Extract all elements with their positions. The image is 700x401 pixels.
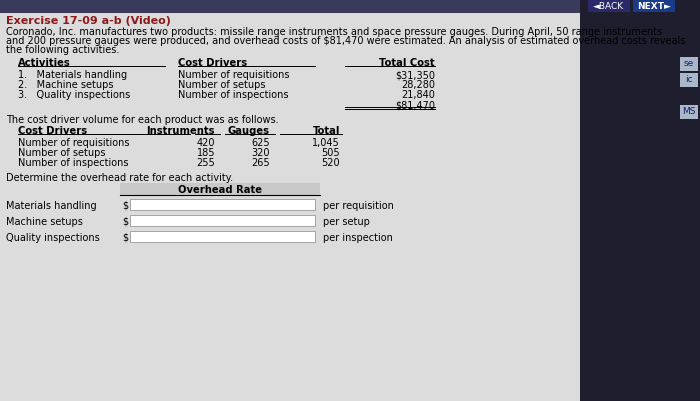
Text: ic: ic bbox=[685, 75, 693, 84]
Text: Total: Total bbox=[313, 126, 340, 136]
Text: 28,280: 28,280 bbox=[401, 80, 435, 90]
Text: $: $ bbox=[122, 233, 128, 242]
Bar bbox=[130, 231, 315, 242]
Text: Quality inspections: Quality inspections bbox=[6, 233, 99, 242]
Text: 1,045: 1,045 bbox=[312, 138, 340, 148]
Text: se: se bbox=[684, 59, 694, 68]
Text: $: $ bbox=[122, 217, 128, 227]
Text: 505: 505 bbox=[321, 148, 340, 158]
Bar bbox=[130, 215, 315, 227]
Text: Activities: Activities bbox=[18, 58, 71, 68]
Bar bbox=[130, 200, 315, 211]
Text: 520: 520 bbox=[321, 158, 340, 168]
Text: 420: 420 bbox=[197, 138, 215, 148]
Text: The cost driver volume for each product was as follows.: The cost driver volume for each product … bbox=[6, 115, 279, 125]
Text: $: $ bbox=[122, 200, 128, 211]
Text: Cost Drivers: Cost Drivers bbox=[18, 126, 87, 136]
Text: per requisition: per requisition bbox=[323, 200, 394, 211]
Text: Number of requisitions: Number of requisitions bbox=[18, 138, 130, 148]
Text: Number of inspections: Number of inspections bbox=[18, 158, 129, 168]
Text: Number of requisitions: Number of requisitions bbox=[178, 70, 290, 80]
Bar bbox=[580, 0, 700, 401]
Text: Machine setups: Machine setups bbox=[6, 217, 83, 227]
Bar bbox=[588, 1, 630, 13]
Text: Cost Drivers: Cost Drivers bbox=[178, 58, 247, 68]
Text: Overhead Rate: Overhead Rate bbox=[178, 184, 262, 194]
Text: 3.   Quality inspections: 3. Quality inspections bbox=[18, 90, 130, 100]
Text: $31,350: $31,350 bbox=[395, 70, 435, 80]
Text: 320: 320 bbox=[251, 148, 270, 158]
Bar bbox=[680, 74, 698, 88]
Text: 265: 265 bbox=[251, 158, 270, 168]
Bar bbox=[0, 0, 580, 14]
Text: Number of setups: Number of setups bbox=[178, 80, 265, 90]
Bar bbox=[120, 184, 320, 196]
Text: NEXT►: NEXT► bbox=[637, 2, 671, 11]
Text: Coronado, Inc. manufactures two products: missile range instruments and space pr: Coronado, Inc. manufactures two products… bbox=[6, 27, 662, 37]
Text: Number of inspections: Number of inspections bbox=[178, 90, 288, 100]
Text: 625: 625 bbox=[251, 138, 270, 148]
Text: Number of setups: Number of setups bbox=[18, 148, 106, 158]
Text: the following activities.: the following activities. bbox=[6, 45, 120, 55]
Bar bbox=[680, 106, 698, 120]
Text: 1.   Materials handling: 1. Materials handling bbox=[18, 70, 127, 80]
Text: 185: 185 bbox=[197, 148, 215, 158]
Text: per setup: per setup bbox=[323, 217, 370, 227]
Text: 2.   Machine setups: 2. Machine setups bbox=[18, 80, 113, 90]
Bar bbox=[0, 0, 580, 401]
Text: Total Cost: Total Cost bbox=[379, 58, 435, 68]
Text: Gauges: Gauges bbox=[228, 126, 270, 136]
Text: per inspection: per inspection bbox=[323, 233, 393, 242]
Text: and 200 pressure gauges were produced, and overhead costs of $81,470 were estima: and 200 pressure gauges were produced, a… bbox=[6, 36, 685, 46]
Text: Determine the overhead rate for each activity.: Determine the overhead rate for each act… bbox=[6, 172, 233, 182]
Text: Materials handling: Materials handling bbox=[6, 200, 97, 211]
Text: MS: MS bbox=[682, 107, 696, 116]
Text: ◄BACK: ◄BACK bbox=[594, 2, 624, 11]
Bar bbox=[633, 1, 675, 13]
Text: $81,470: $81,470 bbox=[395, 100, 435, 110]
Text: Instruments: Instruments bbox=[146, 126, 215, 136]
Text: 21,840: 21,840 bbox=[401, 90, 435, 100]
Bar bbox=[680, 58, 698, 72]
Text: 255: 255 bbox=[196, 158, 215, 168]
Text: Exercise 17-09 a-b (Video): Exercise 17-09 a-b (Video) bbox=[6, 16, 171, 26]
